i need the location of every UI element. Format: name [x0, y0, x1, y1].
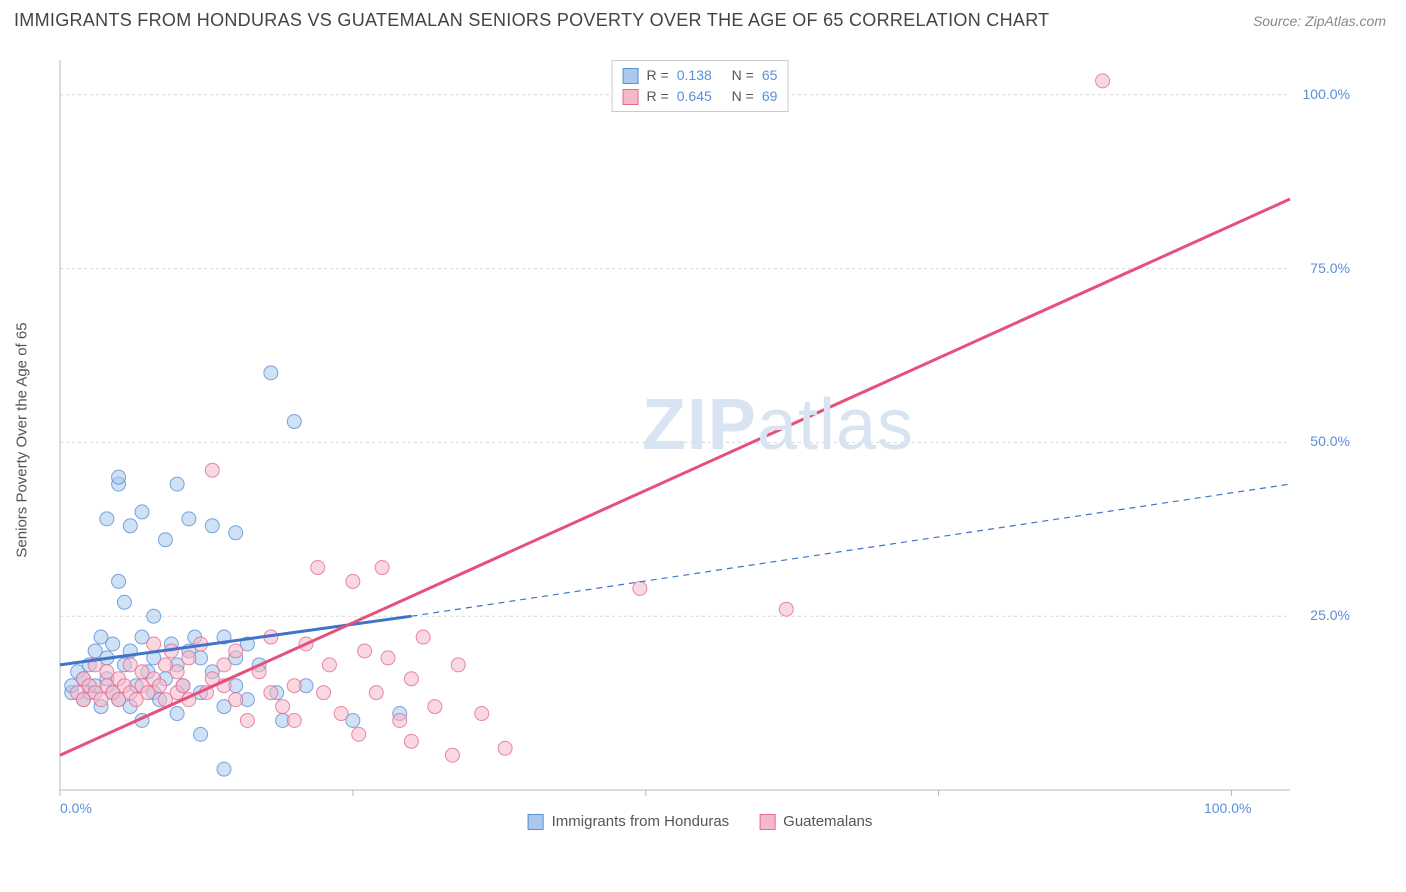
y-tick-label: 75.0%	[1310, 260, 1350, 276]
legend-label-guatemalans: Guatemalans	[783, 813, 872, 830]
scatter-plot	[50, 55, 1350, 825]
n-label: N =	[732, 65, 754, 86]
r-value-honduras: 0.138	[677, 65, 712, 86]
series-legend: Immigrants from Honduras Guatemalans	[528, 813, 873, 830]
legend-label-honduras: Immigrants from Honduras	[552, 813, 730, 830]
r-label: R =	[647, 65, 669, 86]
y-tick-label: 25.0%	[1310, 607, 1350, 623]
source-attribution: Source: ZipAtlas.com	[1253, 13, 1386, 29]
legend-row-guatemalans: R = 0.645 N = 69	[623, 86, 778, 107]
y-axis-label: Seniors Poverty Over the Age of 65	[14, 322, 31, 557]
chart-title: IMMIGRANTS FROM HONDURAS VS GUATEMALAN S…	[14, 10, 1049, 31]
correlation-legend: R = 0.138 N = 65 R = 0.645 N = 69	[612, 60, 789, 112]
chart-header: IMMIGRANTS FROM HONDURAS VS GUATEMALAN S…	[0, 0, 1406, 36]
n-label: N =	[732, 86, 754, 107]
legend-item-guatemalans: Guatemalans	[759, 813, 872, 830]
swatch-honduras	[623, 68, 639, 84]
swatch-honduras-bottom	[528, 814, 544, 830]
y-tick-label: 50.0%	[1310, 433, 1350, 449]
r-value-guatemalans: 0.645	[677, 86, 712, 107]
source-name: ZipAtlas.com	[1305, 13, 1386, 29]
swatch-guatemalans-bottom	[759, 814, 775, 830]
legend-item-honduras: Immigrants from Honduras	[528, 813, 730, 830]
source-label: Source:	[1253, 13, 1301, 29]
n-value-honduras: 65	[762, 65, 778, 86]
swatch-guatemalans	[623, 89, 639, 105]
y-tick-label: 100.0%	[1303, 86, 1350, 102]
n-value-guatemalans: 69	[762, 86, 778, 107]
legend-row-honduras: R = 0.138 N = 65	[623, 65, 778, 86]
x-tick-label: 100.0%	[1204, 800, 1251, 816]
chart-area: Seniors Poverty Over the Age of 65 ZIPat…	[50, 55, 1350, 825]
x-tick-label: 0.0%	[60, 800, 92, 816]
r-label: R =	[647, 86, 669, 107]
